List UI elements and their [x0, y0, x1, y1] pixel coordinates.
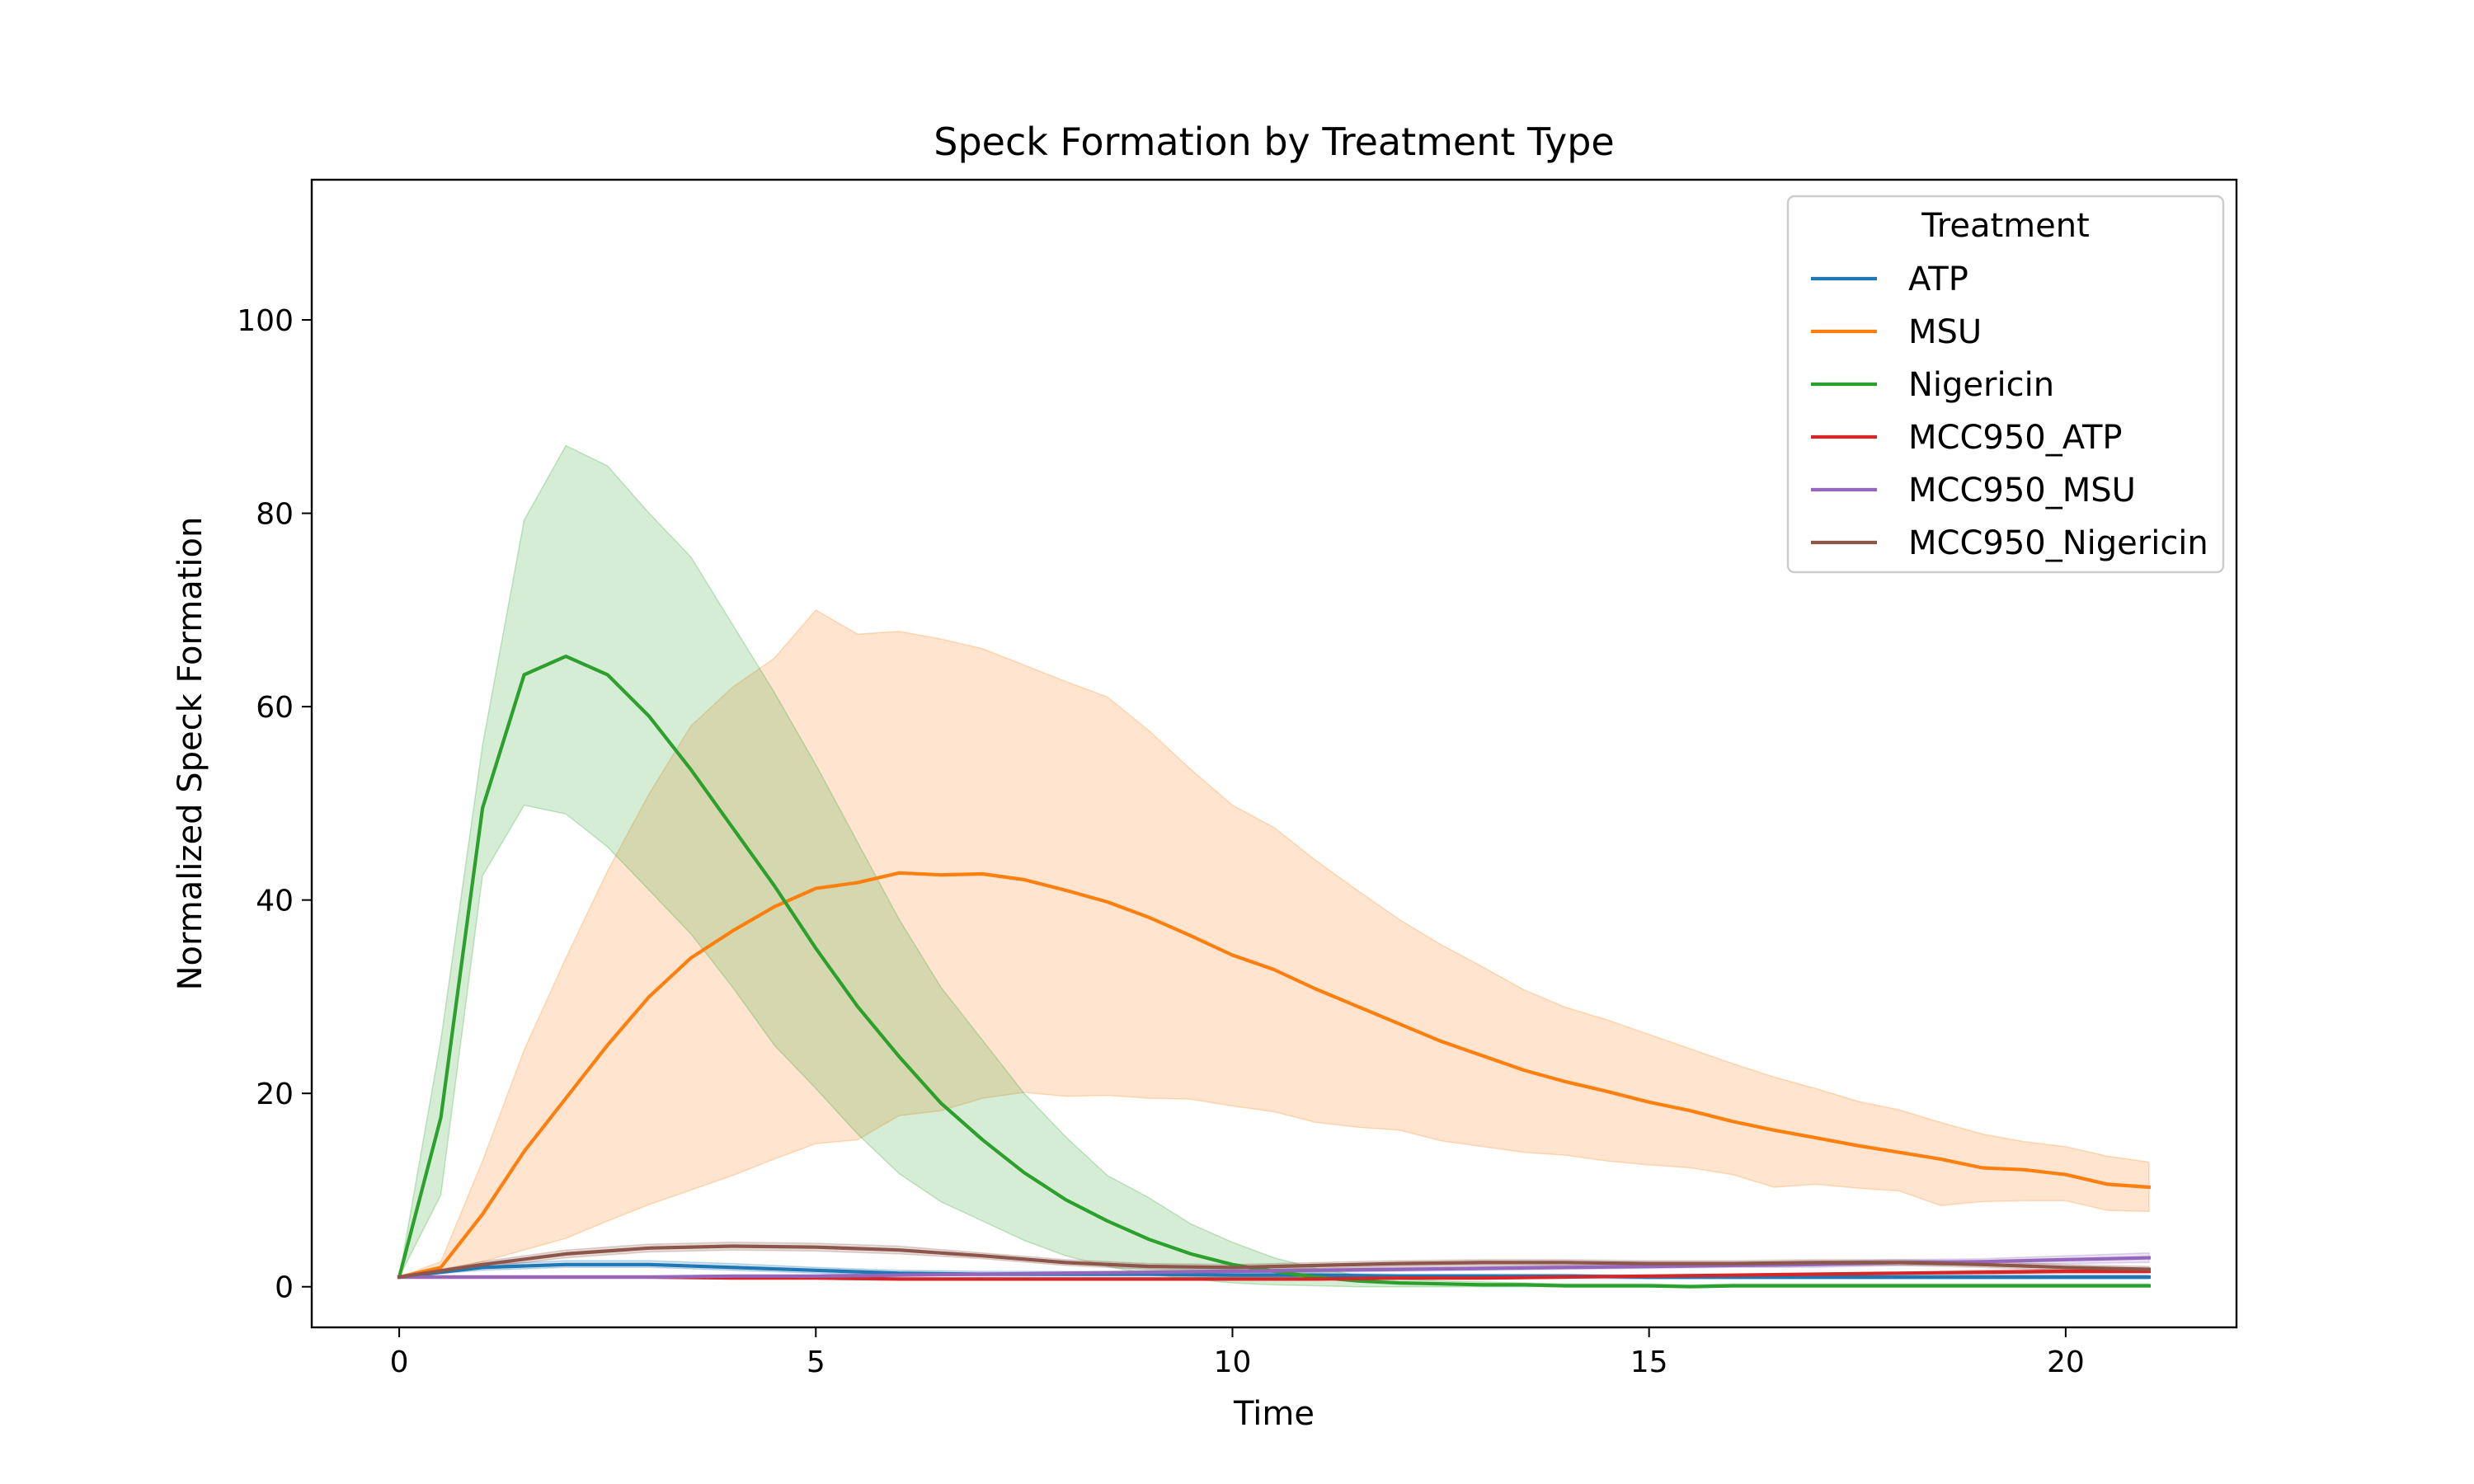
y-tick-label: 0 — [275, 1271, 294, 1305]
legend-label-mcc950-msu: MCC950_MSU — [1908, 472, 2136, 510]
legend-items: ATP MSU Nigericin MCC950_ATP MCC950_MSU MCC95… — [1811, 261, 2208, 562]
x-tick-label: 5 — [807, 1345, 825, 1379]
x-tick-label: 0 — [390, 1345, 409, 1379]
line-msu — [397, 871, 2152, 1280]
y-tick-label: 80 — [256, 498, 294, 532]
series-lines — [397, 654, 2152, 1289]
x-axis-label: Time — [1233, 1395, 1315, 1433]
x-tick-label: 10 — [1214, 1345, 1252, 1379]
legend-label-atp: ATP — [1908, 261, 1968, 298]
line-atp — [397, 1262, 2151, 1280]
y-tick-label: 100 — [237, 304, 294, 338]
x-tick-label: 15 — [1630, 1345, 1668, 1379]
legend-label-mcc950-atp: MCC950_ATP — [1908, 419, 2123, 457]
chart-title: Speck Formation by Treatment Type — [934, 120, 1614, 164]
y-tick-label: 20 — [256, 1078, 294, 1111]
legend-label-mcc950-nigericin: MCC950_Nigericin — [1908, 524, 2208, 562]
y-axis: 0 20 40 60 80 100 — [237, 304, 312, 1305]
x-tick-label: 20 — [2047, 1345, 2085, 1379]
x-axis: 0 5 10 15 20 — [390, 1327, 2085, 1379]
legend-label-nigericin: Nigericin — [1908, 366, 2054, 404]
legend-title: Treatment — [1921, 207, 2090, 245]
line-mcc950-nigericin — [397, 1244, 2152, 1280]
legend-label-msu: MSU — [1908, 313, 1982, 351]
y-tick-label: 60 — [256, 691, 294, 725]
legend-frame — [1786, 195, 2225, 574]
y-tick-label: 40 — [256, 885, 294, 918]
plot-frame — [310, 178, 2238, 1329]
legend: Treatment ATP MSU Nigericin MCC950_ATP MCC95… — [1786, 195, 2225, 574]
y-axis-label: Normalized Speck Formation — [172, 517, 209, 991]
